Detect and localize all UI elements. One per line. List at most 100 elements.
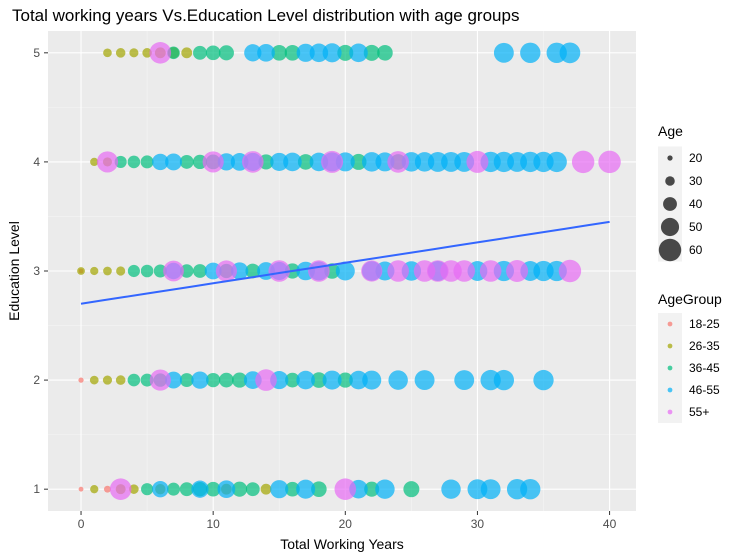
- data-point: [163, 260, 184, 282]
- legend-size-label: 20: [689, 151, 703, 165]
- data-point: [311, 481, 327, 497]
- age-legend-title: Age: [658, 123, 683, 139]
- data-point: [284, 45, 301, 61]
- x-tick-label: 30: [471, 517, 485, 531]
- data-point: [255, 369, 277, 391]
- data-point: [149, 42, 172, 64]
- data-point: [90, 266, 99, 276]
- legend-color-label: 36-45: [689, 361, 720, 375]
- legend-size-label: 60: [689, 243, 703, 257]
- data-point: [362, 370, 382, 390]
- data-points: [77, 42, 621, 500]
- data-point: [285, 372, 300, 388]
- data-point: [193, 264, 207, 278]
- legend-size-label: 40: [689, 197, 703, 211]
- data-point: [232, 481, 248, 497]
- data-point: [219, 372, 234, 388]
- legend-size-marker: [660, 217, 680, 237]
- data-point: [520, 42, 541, 63]
- legend-color-label: 55+: [689, 405, 709, 419]
- data-point: [191, 371, 209, 389]
- data-point: [270, 480, 289, 499]
- data-point: [493, 42, 514, 63]
- data-point: [375, 479, 395, 499]
- legend-size-marker: [667, 155, 673, 161]
- y-tick-label: 3: [33, 264, 40, 278]
- data-point: [205, 481, 221, 497]
- data-point: [260, 483, 272, 495]
- data-point: [215, 260, 237, 282]
- data-point: [296, 479, 316, 499]
- legend-size-marker: [658, 238, 682, 262]
- y-tick-label: 5: [33, 46, 40, 60]
- data-point: [140, 155, 154, 169]
- legend-color-marker: [667, 321, 673, 327]
- legend-size-marker: [663, 197, 677, 211]
- data-point: [165, 153, 182, 171]
- data-point: [321, 150, 344, 173]
- data-point: [89, 375, 99, 385]
- data-point: [115, 48, 126, 58]
- data-point: [103, 48, 112, 58]
- data-point: [361, 260, 383, 282]
- data-point: [179, 482, 194, 497]
- data-point: [152, 480, 169, 498]
- data-point: [245, 263, 261, 279]
- data-point: [191, 480, 209, 498]
- data-point: [114, 155, 127, 168]
- data-point: [129, 484, 139, 494]
- data-point: [350, 153, 367, 170]
- y-tick-label: 4: [33, 155, 40, 169]
- data-point: [296, 43, 315, 62]
- data-point: [205, 45, 221, 61]
- data-point: [349, 370, 368, 390]
- data-point: [140, 264, 154, 278]
- legend-size-label: 50: [689, 220, 703, 234]
- data-point: [520, 479, 541, 500]
- data-point: [297, 154, 314, 170]
- data-point: [78, 377, 84, 383]
- x-axis: 0 10 20 30 40: [78, 511, 617, 531]
- data-point: [270, 152, 289, 171]
- data-point: [217, 480, 236, 499]
- data-point: [308, 260, 330, 282]
- data-point: [414, 370, 435, 391]
- data-point: [129, 48, 139, 58]
- data-point: [103, 266, 112, 276]
- trend-line-layer: [80, 220, 610, 305]
- data-point: [493, 369, 515, 391]
- data-point: [218, 45, 234, 61]
- agegroup-legend-title: AgeGroup: [658, 291, 722, 307]
- data-point: [115, 375, 126, 385]
- data-point: [364, 481, 380, 497]
- data-point: [96, 151, 119, 173]
- data-point: [559, 42, 581, 64]
- data-point: [179, 154, 194, 169]
- data-point: [206, 372, 221, 388]
- data-point: [558, 259, 582, 283]
- data-point: [244, 44, 262, 62]
- data-point: [322, 43, 342, 63]
- data-point: [242, 151, 264, 173]
- legend-color-marker: [667, 343, 673, 349]
- data-point: [335, 261, 355, 281]
- data-point: [152, 153, 169, 171]
- y-tick-label: 2: [33, 373, 40, 387]
- data-point: [283, 152, 302, 172]
- data-point: [479, 260, 502, 282]
- legend-color-marker: [667, 387, 673, 393]
- x-axis-label: Total Working Years: [280, 536, 403, 552]
- data-point: [598, 150, 621, 174]
- x-tick-label: 0: [78, 517, 85, 531]
- data-point: [296, 370, 315, 390]
- trend-line: [80, 220, 610, 305]
- data-point: [349, 43, 368, 63]
- data-point: [322, 370, 342, 390]
- data-point: [103, 485, 111, 493]
- legend-color-marker: [667, 365, 673, 371]
- data-point: [102, 375, 113, 385]
- data-point: [127, 373, 141, 387]
- y-tick-label: 1: [33, 482, 40, 496]
- data-point: [90, 485, 99, 494]
